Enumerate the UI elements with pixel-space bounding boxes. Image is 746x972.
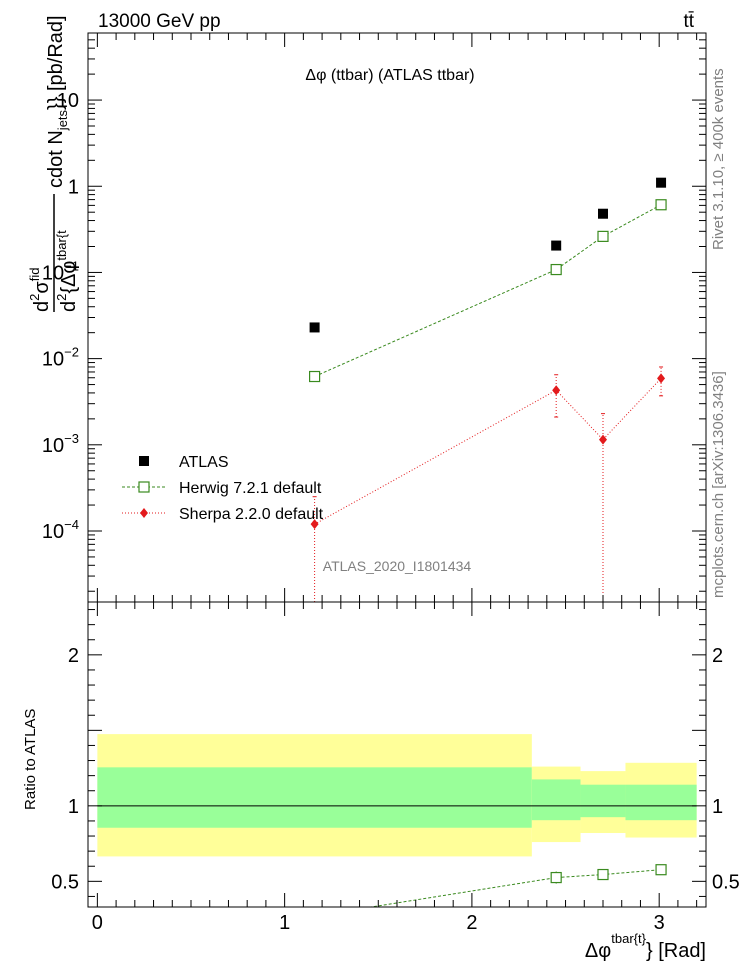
sherpa-point	[599, 434, 607, 445]
legend-entry-atlas: ATLAS	[139, 454, 229, 471]
main-y-tick-label: 10−4	[42, 517, 79, 543]
legend: ATLAS Herwig 7.2.1 default Sherpa 2.2.0 …	[122, 454, 324, 523]
legend-entry-herwig: Herwig 7.2.1 default	[122, 480, 322, 497]
herwig-point	[655, 199, 667, 211]
ratio-y-tick-label: 2	[68, 645, 79, 667]
herwig-ratio-point	[597, 868, 609, 881]
ratio-band-inner	[625, 784, 697, 821]
energy-label: 13000 GeV pp	[98, 11, 221, 32]
sherpa-series-line	[314, 378, 662, 525]
ratio-axes: 0 1 2 3 0.5 0.5 1 1 2 2	[51, 602, 740, 934]
main-y-tick-label: 10−1	[42, 258, 79, 284]
rivet-label: Rivet 3.1.10, ≥ 400k events	[710, 68, 727, 250]
main-data-marks	[309, 177, 667, 602]
legend-label-herwig: Herwig 7.2.1 default	[179, 480, 322, 497]
x-tick-label: 1	[279, 912, 290, 934]
atlas-point	[598, 208, 608, 219]
legend-marker-atlas	[139, 456, 149, 466]
main-panel: 10−4 10−3 10−2 10−1 1 10 Δφ (ttbar) (ATLAS tt…	[27, 15, 707, 603]
herwig-point	[309, 370, 321, 383]
main-axes: 10−4 10−3 10−2 10−1 1 10	[42, 32, 706, 602]
svg-text:cdot Njets}} [pb/Rad]: cdot Njets}} [pb/Rad]	[45, 15, 70, 188]
main-y-tick-label: 1	[68, 176, 79, 198]
herwig-ratio-group	[310, 864, 667, 921]
ratio-y-tick-label: 0.5	[51, 871, 79, 893]
main-y-tick-label: 10−3	[42, 431, 79, 457]
x-tick-label: 3	[654, 912, 665, 934]
ratio-y-tick-label-right: 0.5	[712, 871, 740, 893]
main-y-tick-label: 10	[57, 90, 79, 112]
sherpa-point	[657, 373, 666, 384]
main-y-tick-label: 10−2	[42, 345, 79, 371]
main-y-axis-label: d2σfid d2{Δφtbar{t cdot Njets}} [pb/Rad]	[27, 15, 80, 312]
legend-label-sherpa: Sherpa 2.2.0 default	[179, 506, 324, 523]
ratio-y-tick-label-right: 1	[712, 796, 723, 818]
herwig-ratio-point	[550, 871, 562, 884]
herwig-ratio-line	[368, 869, 662, 907]
ratio-y-tick-label: 1	[68, 796, 79, 818]
x-tick-label: 2	[466, 912, 477, 934]
ratio-band-inner	[97, 767, 532, 828]
herwig-point	[597, 230, 609, 242]
watermark: ATLAS_2020_I1801434	[323, 558, 472, 574]
ratio-y-tick-label-right: 2	[712, 645, 723, 667]
herwig-series-line	[314, 204, 662, 377]
herwig-ratio-point	[655, 864, 667, 876]
x-axis-label: Δφtbar{t}} [Rad]	[585, 931, 706, 962]
atlas-point	[656, 177, 667, 188]
process-label: tt̄	[683, 11, 694, 32]
svg-text:d2σfid: d2σfid	[27, 268, 53, 312]
x-tick-label: 0	[92, 912, 103, 934]
ratio-data-marks	[97, 734, 697, 921]
herwig-point	[550, 263, 562, 276]
sherpa-point	[552, 385, 561, 396]
atlas-point	[551, 240, 562, 251]
herwig-ratio-point	[310, 911, 320, 921]
main-title: Δφ (ttbar) (ATLAS ttbar)	[305, 67, 474, 84]
mcplots-label: mcplots.cern.ch [arXiv:1306.3436]	[710, 371, 727, 598]
legend-marker-herwig	[138, 481, 150, 493]
legend-entry-sherpa: Sherpa 2.2.0 default	[122, 506, 324, 523]
svg-text:d2{Δφtbar{t: d2{Δφtbar{t	[54, 230, 80, 312]
ratio-band-inner	[580, 784, 626, 818]
ratio-band-inner	[531, 779, 581, 821]
ratio-y-axis-label: Ratio to ATLAS	[22, 709, 39, 810]
legend-marker-sherpa	[140, 508, 148, 518]
ratio-panel: 0 1 2 3 0.5 0.5 1 1 2 2 Ratio to ATLAS Δφtbar{t}}…	[22, 601, 740, 962]
sherpa-point	[310, 519, 319, 530]
atlas-point	[309, 322, 320, 333]
legend-label-atlas: ATLAS	[179, 454, 229, 471]
